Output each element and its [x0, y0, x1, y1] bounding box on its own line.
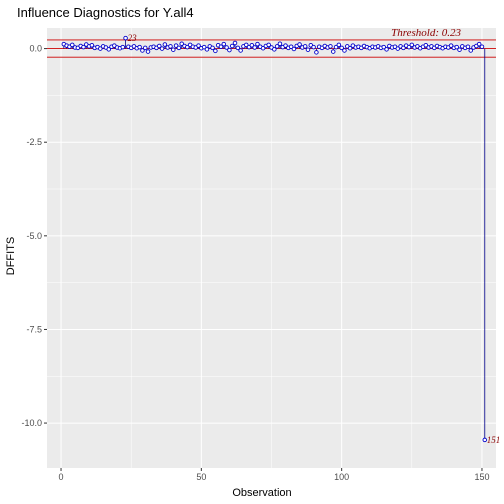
x-axis-title: Observation [232, 487, 291, 499]
threshold-label: Threshold: 0.23 [391, 27, 461, 39]
data-point [278, 42, 282, 46]
data-point [458, 48, 462, 52]
data-point [480, 45, 484, 49]
data-point [171, 48, 175, 52]
data-point [146, 50, 150, 54]
x-tick-label: 50 [196, 472, 206, 482]
data-point [205, 48, 209, 52]
data-point [469, 49, 473, 53]
x-tick-label: 150 [474, 472, 489, 482]
data-point [222, 42, 226, 46]
point-label: 23 [128, 33, 138, 43]
data-point [163, 43, 167, 47]
data-point [214, 49, 218, 53]
data-point [228, 48, 232, 52]
data-point [385, 48, 389, 52]
y-tick-label: -10.0 [21, 418, 42, 428]
data-point [273, 48, 277, 52]
x-tick-label: 0 [59, 472, 64, 482]
data-point [337, 43, 341, 47]
data-point [169, 45, 173, 49]
data-point [233, 41, 237, 45]
data-point [253, 46, 257, 50]
data-point [177, 46, 181, 50]
y-tick-label: -5.0 [26, 231, 42, 241]
data-point [315, 51, 319, 55]
y-tick-label: -2.5 [26, 137, 42, 147]
data-point [143, 46, 147, 50]
data-point [230, 44, 234, 48]
data-point [331, 50, 335, 54]
data-point [239, 49, 243, 53]
point-label: 151 [487, 435, 501, 445]
data-point [329, 45, 333, 49]
data-point [138, 45, 142, 49]
data-point [466, 45, 470, 49]
data-point [312, 45, 316, 49]
data-point [306, 48, 310, 52]
data-point [160, 47, 164, 51]
x-tick-label: 100 [334, 472, 349, 482]
y-axis-title: DFFITS [5, 237, 17, 276]
data-point [303, 45, 307, 49]
data-point [298, 43, 302, 47]
y-tick-label: -7.5 [26, 324, 42, 334]
y-tick-label: 0.0 [29, 44, 42, 54]
chart-title: Influence Diagnostics for Y.all4 [17, 5, 194, 20]
data-point [343, 49, 347, 53]
data-point [292, 47, 296, 51]
data-point [121, 45, 125, 49]
data-point [211, 46, 215, 50]
